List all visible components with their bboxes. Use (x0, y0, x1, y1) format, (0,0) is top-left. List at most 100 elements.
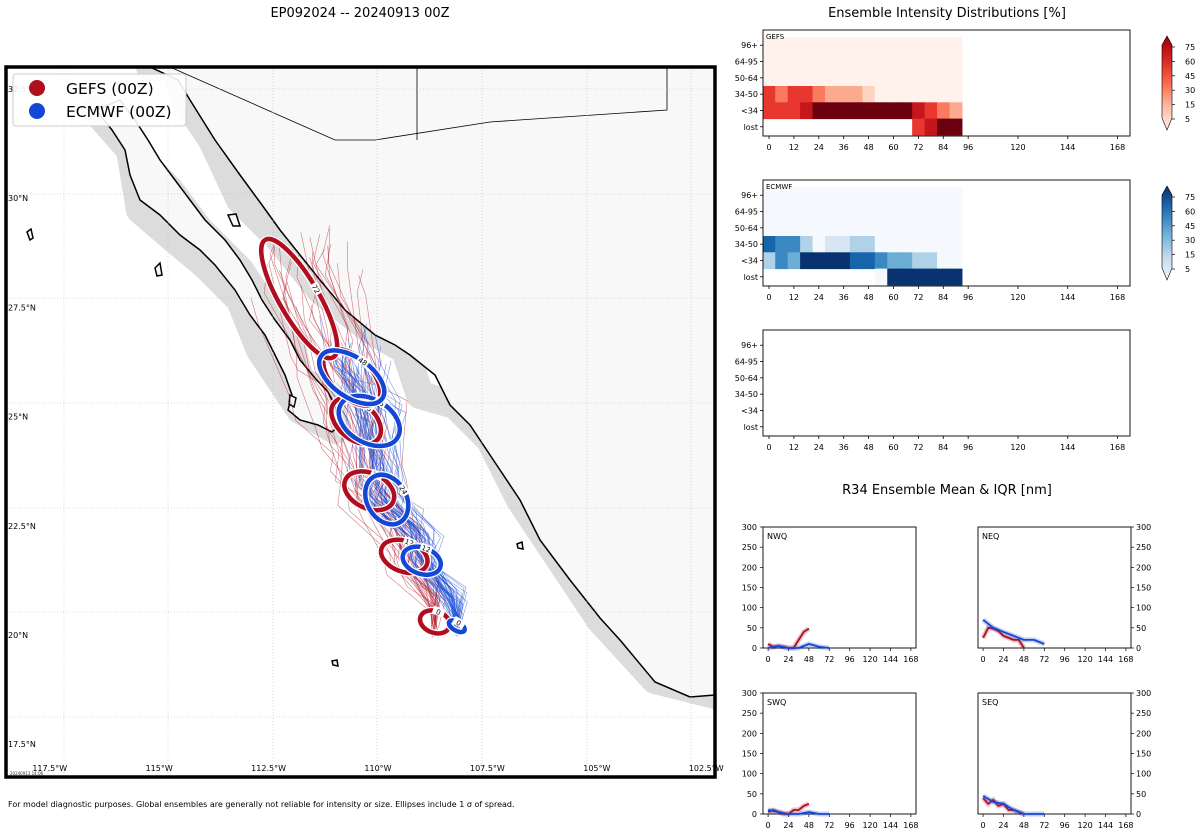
intensity-cell (899, 252, 913, 270)
panel-frame (762, 179, 1131, 287)
intensity-cell (887, 86, 901, 103)
r34-ytick-label: 150 (1136, 584, 1151, 593)
x-tick-label: 0 (766, 293, 771, 302)
intensity-cell (874, 219, 888, 237)
x-tick-label: 144 (1060, 443, 1075, 452)
r34-xtick-label: 120 (1077, 655, 1092, 664)
x-tick-label: 60 (888, 293, 898, 302)
intensity-cell (763, 187, 776, 204)
intensity-cell (763, 102, 776, 120)
empty_intensity-panel: 96+ 64-95 50-64 34-50 <34 lost 0 12 24 36 48 60 72 84… (735, 329, 1131, 452)
intensity-cell (800, 236, 814, 253)
x-tick-label: 48 (863, 143, 873, 152)
x-tick-label: 36 (839, 443, 849, 452)
ellipse-hour-label: 0 (455, 619, 463, 628)
x-tick-label: 12 (789, 293, 799, 302)
r34-xtick-label: 144 (883, 821, 898, 830)
r34-xtick-label: 168 (1118, 655, 1133, 664)
r34-title: R34 Ensemble Mean & IQR [nm] (842, 483, 1052, 498)
x-tick-label: 120 (1010, 143, 1025, 152)
intensity-cell (887, 102, 901, 120)
intensity-cell (825, 203, 838, 221)
r34-xtick-label: 96 (1060, 821, 1070, 830)
intensity-cell (837, 102, 851, 120)
intensity-cell (937, 102, 950, 120)
intensity-cell (849, 187, 863, 204)
x-tick-label: 144 (1060, 293, 1075, 302)
r34-xtick-label: 24 (998, 821, 1008, 830)
r34-panel-label: SWQ (767, 698, 786, 707)
row-label: 64-95 (735, 208, 758, 217)
r34-ytick-label: 250 (742, 543, 757, 552)
x-tick-label: 84 (938, 143, 948, 152)
legend-ecmwf-marker (29, 103, 45, 119)
intensity-cell (775, 69, 789, 87)
x-tick-label: 84 (938, 293, 948, 302)
state-borders (169, 67, 668, 141)
intensity-cell (837, 53, 851, 71)
ellipse-label-bg (451, 616, 467, 629)
map-stamp: 20240913 14:06 (10, 771, 44, 776)
r34-xtick-label: 168 (903, 655, 918, 664)
r34-xtick-label: 48 (1019, 821, 1029, 830)
intensity-cell (887, 219, 901, 237)
intensity-cell (937, 236, 950, 253)
r34-ytick-label: 300 (742, 523, 757, 532)
intensity-cell (775, 86, 789, 103)
intensity-cell (787, 69, 801, 87)
intensity-cell (825, 37, 838, 54)
r34-mean-line (767, 809, 830, 815)
intensity-cell (837, 236, 851, 253)
x-tick-label: 60 (888, 143, 898, 152)
r34-ytick-label: 100 (742, 604, 757, 613)
map-xtick-label: 102.5°W (689, 764, 724, 773)
r34-ytick-label: 50 (1136, 624, 1146, 633)
r34-panel-label: SEQ (982, 698, 998, 707)
panel-label: GEFS (766, 33, 785, 41)
r34-panel-nwq: NWQ 0 50 100 150 200 250 300 0 24 48 72 96 120 144 168 (742, 523, 919, 664)
intensity-cell (849, 219, 863, 237)
intensity-cell (949, 268, 963, 286)
intensity-cell (825, 53, 838, 71)
intensity-cell (849, 53, 863, 71)
intensity-cell (924, 187, 938, 204)
intensity-cell (912, 69, 926, 87)
row-label: 50-64 (735, 374, 758, 383)
x-tick-label: 96 (963, 293, 973, 302)
row-label: <34 (741, 256, 758, 265)
intensity-cell (837, 203, 851, 221)
r34-xtick-label: 120 (1077, 821, 1092, 830)
intensity-cell (763, 37, 776, 54)
row-label: 96+ (741, 191, 758, 200)
r34-xtick-label: 24 (783, 655, 793, 664)
r34-ytick-label: 0 (1136, 644, 1141, 653)
x-tick-label: 168 (1110, 443, 1125, 452)
map-xtick-label: 105°W (583, 764, 610, 773)
x-tick-label: 12 (789, 143, 799, 152)
row-label: 50-64 (735, 74, 758, 83)
intensity-cell (874, 187, 888, 204)
intensity-cell (800, 37, 814, 54)
intensity-cell (949, 86, 963, 103)
intensity-cell (924, 86, 938, 103)
intensity-cell (787, 252, 801, 270)
member-track (341, 347, 459, 628)
intensity-cell (899, 86, 913, 103)
r34-xtick-label: 96 (1060, 655, 1070, 664)
r34-mean-line (982, 619, 1045, 645)
map-xtick-label: 112.5°W (251, 764, 286, 773)
intensity-cell (837, 187, 851, 204)
r34-xtick-label: 96 (845, 821, 855, 830)
ellipse-label-bg (355, 354, 371, 368)
intensity-cell (924, 69, 938, 87)
intensity-cell (849, 37, 863, 54)
intensity-cell (812, 102, 826, 120)
r34-xtick-label: 72 (1039, 655, 1049, 664)
intensity-cell (775, 203, 789, 221)
r34-xtick-label: 24 (998, 655, 1008, 664)
ecmwf-ellipse: 0 (445, 616, 469, 636)
intensity-cell (837, 86, 851, 103)
x-tick-label: 0 (766, 443, 771, 452)
r34-xtick-label: 144 (883, 655, 898, 664)
intensity-cell (825, 69, 838, 87)
